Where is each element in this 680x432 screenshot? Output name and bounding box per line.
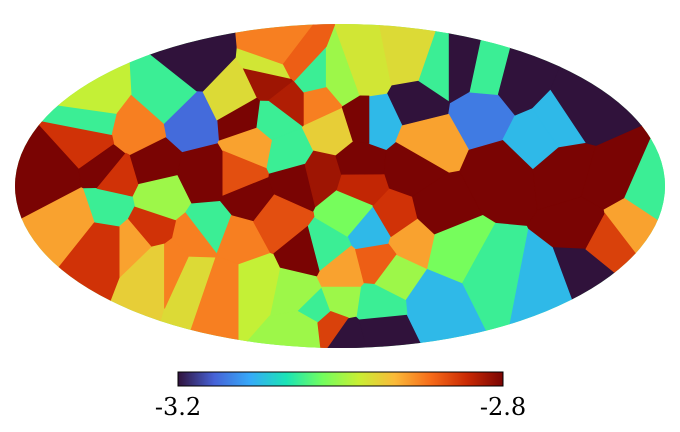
map-region-cell [388, 218, 435, 270]
map-region-cell [253, 194, 315, 254]
map-region-cell [127, 206, 177, 247]
map-region-cell [341, 95, 370, 144]
map-region-cell [355, 243, 397, 285]
colorbar: -3.2 -2.8 [155, 371, 526, 421]
colorbar-min-label: -3.2 [155, 393, 201, 421]
colorbar-max-label: -2.8 [480, 393, 526, 421]
map-region-cell [317, 310, 349, 348]
map-region-cell [462, 222, 529, 348]
map-region-cell [395, 113, 469, 173]
colorbar-bar [177, 371, 504, 387]
map-region-cell [15, 24, 132, 115]
map-region-cell [184, 255, 239, 348]
map-region-cell [532, 89, 586, 148]
map-region-cell [96, 152, 139, 197]
map-region-cell [222, 150, 269, 196]
map-area [15, 24, 665, 348]
map-regions [15, 24, 665, 348]
map-region-cell [268, 80, 304, 127]
map-region-cell [378, 24, 439, 86]
map-region-cell [336, 174, 390, 206]
